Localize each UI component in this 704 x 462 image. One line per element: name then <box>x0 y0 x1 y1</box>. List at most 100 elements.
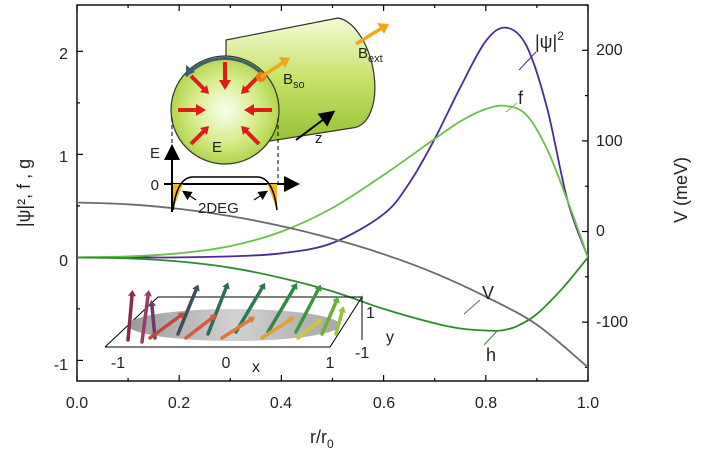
x-axis-title: r/r0 <box>310 427 334 451</box>
spin-arrow-shaft <box>184 316 214 340</box>
B-ext-main: B <box>358 45 368 62</box>
psi-label-leader <box>518 51 537 71</box>
E-axis-label: E <box>150 145 160 162</box>
y-left-tick-label: 0 <box>59 253 68 270</box>
B-so-arrowhead <box>279 57 290 68</box>
spin-arrow-head <box>314 284 322 292</box>
x-tick-label: 0.6 <box>373 395 395 412</box>
spin-arrow-shaft <box>220 318 252 340</box>
inset-nanowire: Bso Bext E z E 0 2DEG <box>150 17 389 217</box>
spin-arrow-head <box>148 300 156 307</box>
left-2DEG-fill <box>173 184 183 210</box>
x-tick-label: 0.8 <box>475 395 497 412</box>
spin-arrow-head <box>315 318 323 326</box>
spin-arrow-head <box>290 282 298 291</box>
y-right-tick-label: 100 <box>596 133 623 150</box>
spin-arrow-head <box>332 296 340 304</box>
spin-arrow-head <box>338 306 346 314</box>
B-so-label: Bso <box>283 71 305 91</box>
inset-x-tick: -1 <box>111 355 125 372</box>
E-field-label: E <box>212 139 222 156</box>
inset-y-tick: -1 <box>355 345 369 362</box>
x-axis-title-main: r/r <box>310 427 327 447</box>
series-line-f <box>77 104 588 259</box>
inset-box-back <box>104 296 362 348</box>
z-arrow <box>295 110 336 141</box>
V-label: V <box>482 283 494 303</box>
h-label-leader <box>483 329 499 346</box>
f-label: f <box>518 88 524 108</box>
spin-arrow-head <box>144 290 152 297</box>
band-profile <box>172 176 278 211</box>
series-line-V <box>77 201 588 369</box>
inset-x-tick: 0 <box>222 355 231 372</box>
psi-label-main: |ψ| <box>535 32 557 52</box>
y-left-tick-labels: -1 0 1 2 <box>54 46 68 374</box>
inset-x-label: x <box>252 359 260 376</box>
inset-spin-texture: -1 0 1 x 1 -1 y <box>104 282 394 376</box>
B-ext-arrow <box>355 26 383 46</box>
spin-arrow-head <box>222 282 230 290</box>
B-so-main: B <box>283 71 293 88</box>
B-ext-label: Bext <box>358 45 383 65</box>
spin-arrow-shaft <box>266 286 296 334</box>
B-ext-sub: ext <box>368 53 383 65</box>
V-label-leader <box>463 299 481 315</box>
y-right-axis-title: V (meV) <box>671 157 691 223</box>
2DEG-right-pointer <box>253 190 268 201</box>
x-axis-title-sub: 0 <box>327 437 334 451</box>
y-left-tick-label: 1 <box>59 149 68 166</box>
psi-label-sup: 2 <box>557 29 564 43</box>
2DEG-left-pointer <box>182 190 197 201</box>
y-right-tick-label: -100 <box>596 314 628 331</box>
y-left-tick-label: 2 <box>59 46 68 63</box>
x-tick-label: 0.4 <box>270 395 292 412</box>
zero-label: 0 <box>151 177 159 194</box>
spin-arrow-shaft <box>334 310 344 336</box>
spin-arrow-shaft <box>294 288 320 334</box>
spin-arrow-shaft <box>148 314 182 340</box>
spin-arrow-shaft <box>126 294 134 342</box>
spin-arrow-head <box>192 284 200 292</box>
f-label-leader <box>505 102 518 113</box>
right-2DEG-fill <box>267 184 277 210</box>
spin-arrow-head <box>177 312 185 320</box>
B-ext-arrowhead <box>377 23 389 34</box>
x-tick-label: 1.0 <box>577 395 599 412</box>
spin-arrow-shaft <box>260 318 292 340</box>
spin-arrow-head <box>209 314 217 322</box>
inset-x-tick: 1 <box>326 355 335 372</box>
inset-y-label: y <box>386 329 394 346</box>
inset-box-front <box>105 295 363 348</box>
x-tick-label: 0.2 <box>168 395 190 412</box>
y-left-axis-title: |ψ|², f , g <box>14 159 34 227</box>
disc-projection <box>128 309 340 341</box>
psi-label: |ψ|2 <box>535 29 564 52</box>
B-so-sub: so <box>293 79 305 91</box>
electric-field-arrows <box>178 62 272 146</box>
2DEG-label: 2DEG <box>198 200 239 217</box>
spin-arrow-head <box>247 316 256 324</box>
axis-ticks <box>76 4 589 381</box>
y-right-tick-labels: -100 0 100 200 <box>596 42 628 331</box>
y-left-tick-label: -1 <box>54 357 68 374</box>
spin-arrow-shaft <box>320 300 338 336</box>
y-right-tick-label: 0 <box>596 223 605 240</box>
x-tick-label: 0.0 <box>66 395 88 412</box>
spin-arrow-shaft <box>206 286 228 336</box>
series-line-h <box>77 256 588 332</box>
spin-arrow-shaft <box>140 294 150 344</box>
spin-arrows <box>126 282 346 344</box>
x-tick-labels: 0.0 0.2 0.4 0.6 0.8 1.0 <box>66 395 599 412</box>
z-label: z <box>315 130 323 147</box>
spin-arrow-head <box>287 316 296 324</box>
spin-arrow-head <box>128 290 136 297</box>
spin-arrow-shaft <box>176 288 198 336</box>
y-right-tick-label: 200 <box>596 42 623 59</box>
circulation-arrowhead <box>186 65 195 76</box>
series-line-psi-squared <box>77 26 588 259</box>
h-label: h <box>486 345 496 365</box>
inset-y-tick: 1 <box>366 305 375 322</box>
spin-arrow-shaft <box>296 320 320 340</box>
